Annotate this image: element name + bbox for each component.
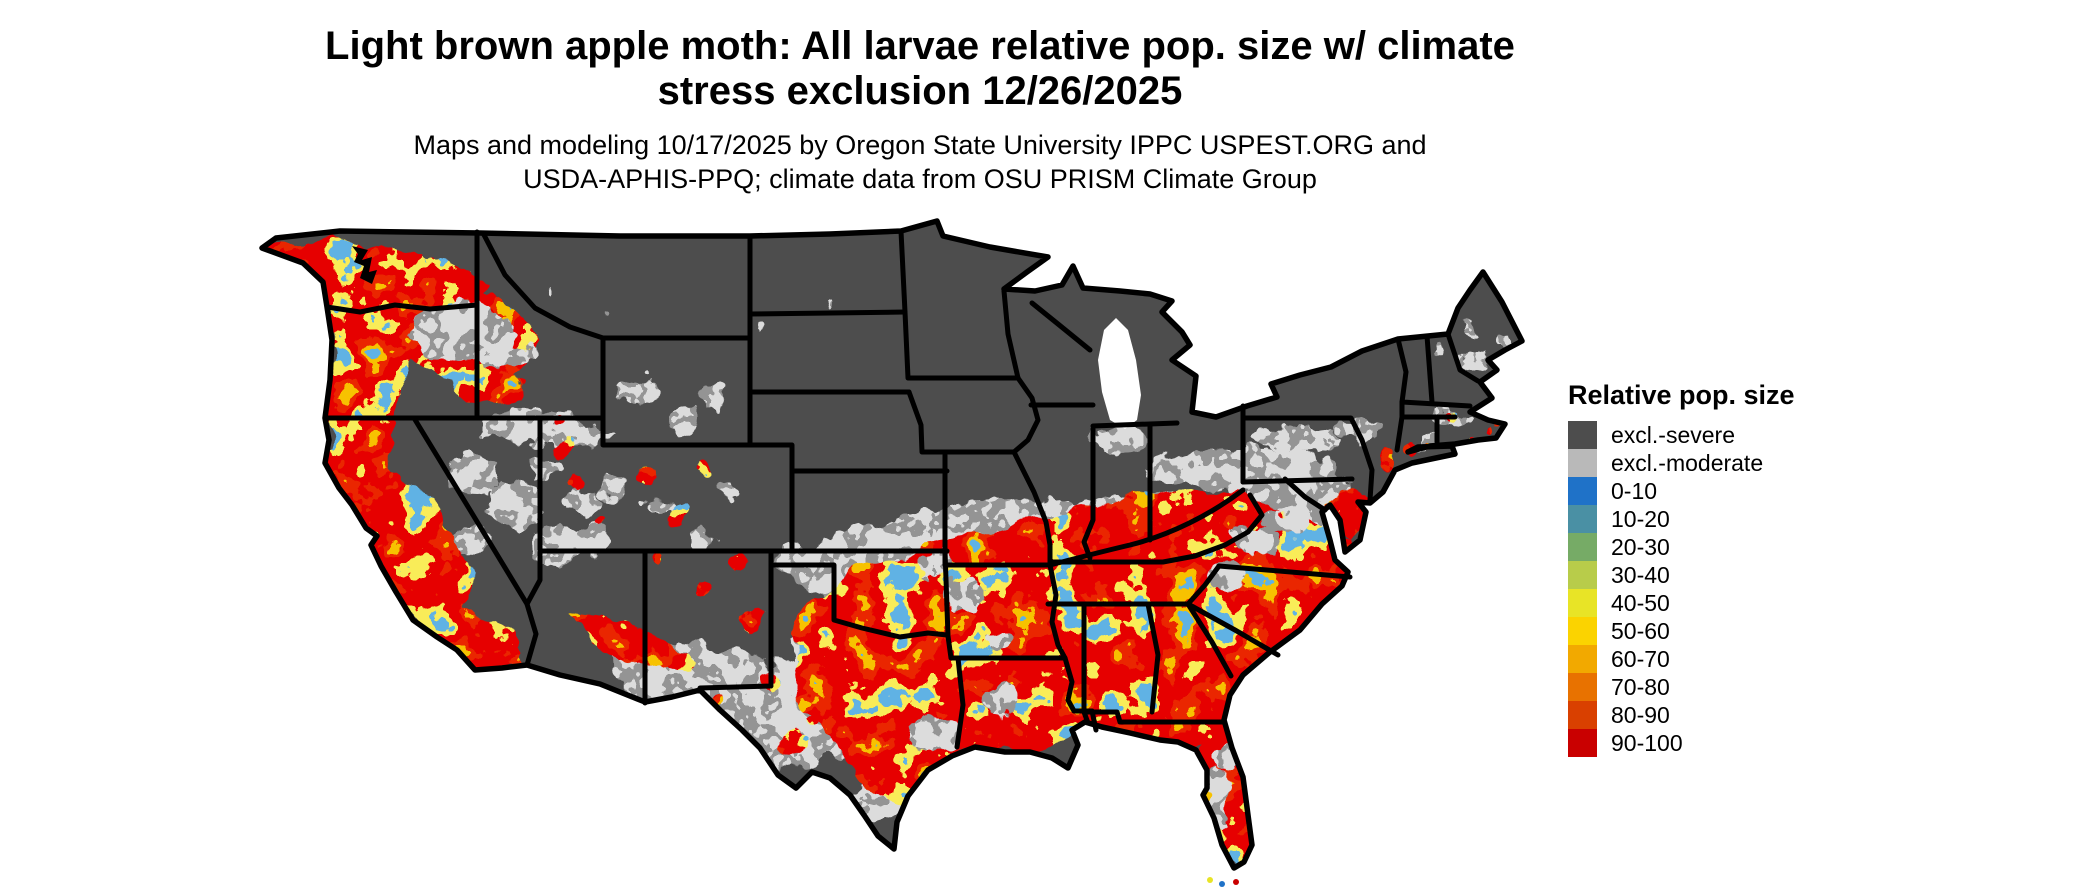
legend-item: 10-20 (1568, 505, 1898, 533)
legend-item-label: 60-70 (1611, 646, 1670, 672)
legend-item-label: 70-80 (1611, 674, 1670, 700)
legend-color-swatch (1568, 477, 1597, 505)
legend-color-swatch (1568, 533, 1597, 561)
subtitle-line-1: Maps and modeling 10/17/2025 by Oregon S… (413, 130, 1427, 160)
legend-item: excl.-severe (1568, 421, 1898, 449)
legend-color-swatch (1568, 589, 1597, 617)
legend-color-swatch (1568, 561, 1597, 589)
lake-michigan (1098, 318, 1141, 429)
us-outline (259, 218, 1525, 871)
legend-item-label: excl.-severe (1611, 422, 1735, 448)
page-title: Light brown apple moth: All larvae relat… (320, 24, 1520, 114)
legend-item: 50-60 (1568, 617, 1898, 645)
legend-item: 30-40 (1568, 561, 1898, 589)
legend-color-swatch (1568, 617, 1597, 645)
map-legend: Relative pop. size excl.-severe excl.-mod… (1568, 380, 1898, 757)
legend-item-label: 30-40 (1611, 562, 1670, 588)
legend-color-swatch (1568, 701, 1597, 729)
legend-item-label: excl.-moderate (1611, 450, 1764, 476)
subtitle-line-2: USDA-APHIS-PPQ; climate data from OSU PR… (523, 164, 1317, 194)
legend-item: 0-10 (1568, 477, 1898, 505)
legend-item-label: 50-60 (1611, 618, 1670, 644)
map-raster-layers (262, 221, 1522, 868)
legend-color-swatch (1568, 449, 1597, 477)
title-line-2: stress exclusion 12/26/2025 (657, 69, 1183, 113)
legend-item: 40-50 (1568, 589, 1898, 617)
legend-item: 60-70 (1568, 645, 1898, 673)
legend-rows: excl.-severe excl.-moderate 0-10 10-20 20-30… (1568, 421, 1898, 757)
legend-item: excl.-moderate (1568, 449, 1898, 477)
legend-color-swatch (1568, 645, 1597, 673)
legend-color-swatch (1568, 729, 1597, 757)
map-attribution: Maps and modeling 10/17/2025 by Oregon S… (320, 128, 1520, 196)
legend-item-label: 20-30 (1611, 534, 1670, 560)
legend-color-swatch (1568, 421, 1597, 449)
legend-item-label: 90-100 (1611, 730, 1683, 756)
state-borders (322, 228, 1481, 750)
legend-item-label: 0-10 (1611, 478, 1658, 504)
map-header: Light brown apple moth: All larvae relat… (320, 24, 1520, 196)
legend-item-label: 10-20 (1611, 506, 1670, 532)
florida-keys (1207, 877, 1239, 887)
legend-color-swatch (1568, 505, 1597, 533)
legend-item-label: 40-50 (1611, 590, 1670, 616)
legend-color-swatch (1568, 673, 1597, 701)
legend-item: 90-100 (1568, 729, 1898, 757)
legend-item: 80-90 (1568, 701, 1898, 729)
puget-sound (352, 246, 377, 284)
legend-item-label: 80-90 (1611, 702, 1670, 728)
title-line-1: Light brown apple moth: All larvae relat… (325, 24, 1515, 68)
legend-item: 70-80 (1568, 673, 1898, 701)
legend-item: 20-30 (1568, 533, 1898, 561)
legend-title: Relative pop. size (1568, 380, 1795, 410)
